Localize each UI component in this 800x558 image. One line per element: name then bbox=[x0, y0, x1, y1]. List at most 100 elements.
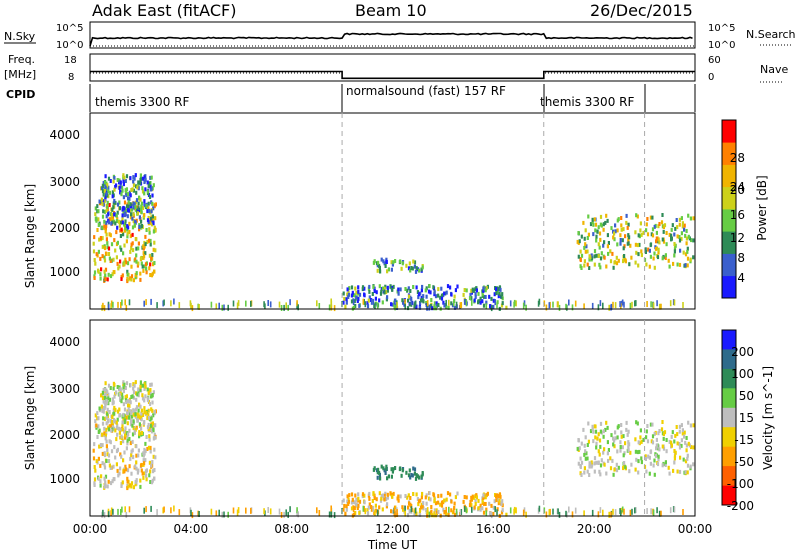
power-cell bbox=[143, 191, 146, 196]
power-cell bbox=[653, 251, 656, 256]
power-cell bbox=[99, 276, 102, 281]
power-cell bbox=[124, 188, 127, 193]
power-cell bbox=[104, 273, 107, 278]
x-tick-0800: 08:00 bbox=[274, 522, 309, 536]
velocity-cell bbox=[680, 438, 683, 443]
velocity-cell bbox=[488, 501, 491, 506]
power-cell bbox=[140, 201, 143, 206]
power-cell bbox=[400, 266, 403, 271]
power-cell bbox=[343, 296, 346, 301]
power-cell bbox=[617, 258, 620, 263]
power-cell bbox=[137, 182, 140, 187]
power-cell bbox=[101, 201, 104, 206]
velocity-cell bbox=[126, 421, 129, 426]
power-cell bbox=[150, 216, 153, 221]
velocity-cell bbox=[622, 466, 625, 471]
power-cell bbox=[125, 304, 128, 311]
velocity-cell bbox=[150, 394, 153, 398]
power-cell bbox=[640, 249, 643, 254]
power-cell bbox=[371, 292, 374, 296]
power-colorbar-swatch bbox=[722, 120, 736, 143]
power-cell bbox=[592, 232, 595, 237]
velocity-cell bbox=[107, 419, 110, 424]
velocity-cell bbox=[622, 453, 625, 458]
velocity-cell bbox=[687, 441, 690, 446]
power-cell bbox=[407, 286, 410, 291]
velocity-cell bbox=[147, 415, 151, 420]
power-cell bbox=[126, 269, 129, 274]
power-cell bbox=[120, 247, 123, 252]
power-cell bbox=[110, 300, 113, 307]
velocity-cell bbox=[146, 396, 149, 401]
power-cell bbox=[391, 287, 394, 292]
power-cell bbox=[600, 251, 603, 256]
velocity-cell bbox=[361, 492, 365, 497]
power-cell bbox=[673, 232, 676, 237]
velocity-colorbar-swatch bbox=[722, 485, 736, 506]
velocity-cell bbox=[640, 456, 643, 461]
velocity-cell bbox=[95, 459, 98, 464]
velocity-cell bbox=[412, 466, 415, 471]
velocity-cell bbox=[129, 419, 133, 424]
power-cell bbox=[482, 288, 485, 293]
power-cell bbox=[121, 299, 123, 306]
velocity-cell bbox=[130, 453, 133, 458]
power-cell bbox=[126, 204, 129, 209]
power-cell bbox=[650, 301, 652, 308]
power-cell bbox=[660, 303, 662, 310]
power-cell bbox=[610, 226, 613, 231]
velocity-cell bbox=[428, 511, 431, 518]
power-cell bbox=[345, 297, 348, 302]
power-cell bbox=[669, 300, 672, 307]
velocity-cell bbox=[613, 444, 616, 449]
power-cell bbox=[664, 256, 667, 260]
x-axis: 00:00 04:00 08:00 12:00 16:00 20:00 00:0… bbox=[73, 522, 713, 552]
power-cell bbox=[607, 251, 610, 256]
power-cell bbox=[605, 264, 608, 269]
velocity-cell bbox=[522, 509, 525, 516]
velocity-ytick-2000: 2000 bbox=[49, 428, 80, 442]
velocity-cell bbox=[141, 383, 145, 388]
velocity-cell bbox=[590, 463, 594, 468]
power-cell bbox=[150, 256, 153, 261]
power-cell bbox=[346, 287, 349, 292]
power-cell bbox=[102, 302, 104, 309]
power-cell bbox=[654, 246, 658, 251]
velocity-cell bbox=[368, 491, 371, 496]
power-cell bbox=[104, 226, 107, 231]
velocity-cell bbox=[367, 505, 370, 510]
power-cell bbox=[635, 213, 638, 218]
power-cell bbox=[353, 299, 356, 304]
velocity-cell bbox=[136, 392, 139, 397]
velocity-cell bbox=[344, 511, 347, 516]
power-cell bbox=[143, 254, 146, 259]
velocity-cell bbox=[602, 450, 605, 455]
power-cell bbox=[113, 238, 116, 243]
velocity-cell bbox=[584, 435, 587, 440]
power-cell bbox=[406, 306, 410, 311]
velocity-cell bbox=[103, 476, 106, 481]
velocity-cell bbox=[646, 439, 650, 444]
velocity-cell bbox=[102, 399, 105, 404]
power-cell bbox=[603, 255, 606, 260]
power-cell bbox=[142, 251, 145, 256]
velocity-cell bbox=[653, 472, 656, 477]
power-cell bbox=[501, 296, 504, 301]
power-cell bbox=[590, 256, 594, 261]
velocity-cell bbox=[589, 462, 592, 467]
velocity-cell bbox=[402, 507, 405, 512]
power-cell bbox=[678, 222, 681, 227]
power-cell bbox=[475, 288, 478, 293]
power-cell bbox=[456, 284, 459, 289]
velocity-cell bbox=[679, 455, 682, 460]
power-cell bbox=[686, 256, 690, 261]
velocity-cell bbox=[144, 469, 148, 474]
velocity-cell bbox=[106, 407, 109, 412]
power-cell bbox=[387, 267, 390, 272]
velocity-cell bbox=[676, 441, 679, 446]
velocity-cell bbox=[378, 470, 381, 475]
velocity-cell bbox=[123, 407, 127, 412]
power-cell bbox=[657, 247, 660, 252]
velocity-cell bbox=[462, 499, 465, 504]
power-cell bbox=[126, 192, 129, 197]
